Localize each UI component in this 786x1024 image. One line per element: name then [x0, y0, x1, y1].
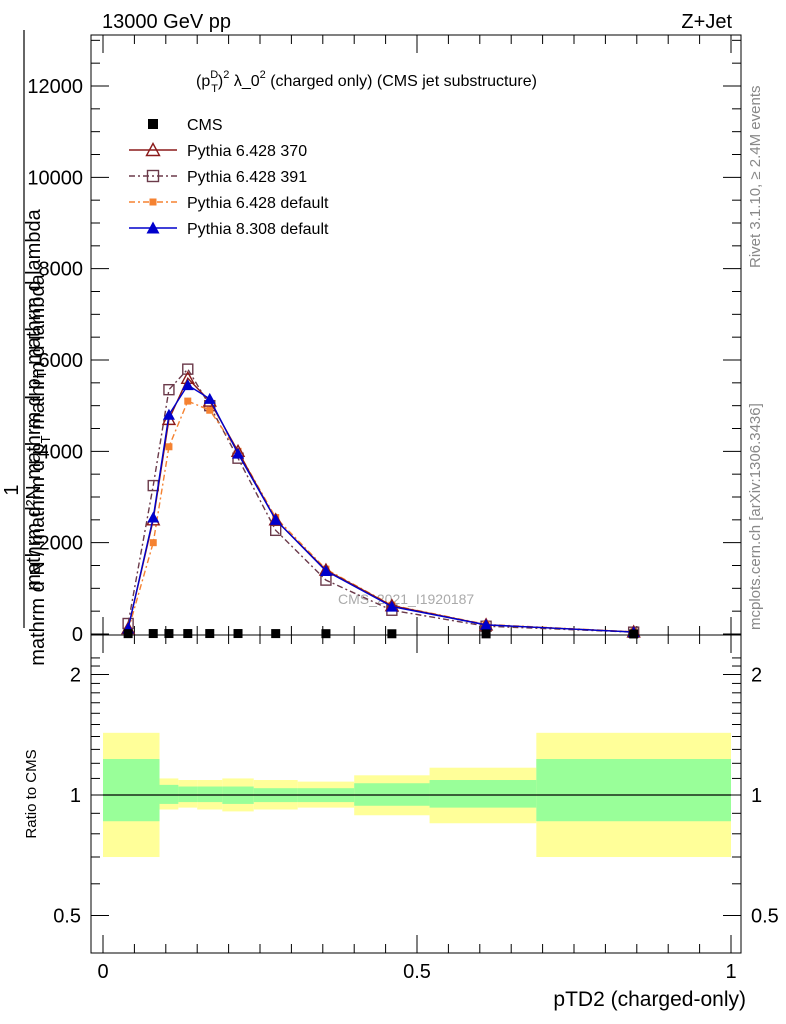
ratio-ytick-label: 0.5	[53, 906, 81, 928]
data-point	[269, 513, 282, 525]
data-point	[163, 383, 175, 396]
ratio-ytick-label: 2	[70, 665, 81, 687]
process-label: Z+Jet	[681, 11, 732, 33]
data-point	[181, 379, 194, 391]
main-ytick-label: 4000	[39, 441, 84, 463]
ratio-band-inner	[197, 786, 223, 803]
legend-marker	[149, 198, 157, 206]
data-point	[629, 629, 639, 639]
main-series-group	[120, 363, 641, 639]
data-point	[206, 406, 214, 414]
ratio-axes: 0.5 0.5 1 1 2 2 0 0.5 1	[53, 635, 779, 983]
legend-entry: Pythia 6.428 default	[129, 195, 329, 212]
main-ytick-label: 2000	[39, 533, 84, 555]
x-axis-label: pTD2 (charged-only)	[553, 988, 746, 1011]
x-tick-label: 0.5	[403, 961, 431, 983]
legend-marker	[146, 221, 160, 234]
data-point	[387, 629, 397, 639]
svg-text:mathrm d N / mathrm d pT mathr: mathrm d N / mathrm d pT mathrm d lambda	[27, 273, 53, 665]
data-point	[205, 629, 215, 639]
ratio-band-inner	[429, 780, 537, 808]
legend-marker	[146, 169, 160, 183]
analysis-watermark: CMS_2021_I1920187	[338, 591, 474, 607]
legend-label: CMS	[187, 117, 223, 134]
data-point	[183, 629, 193, 639]
legend-label: Pythia 8.308 default	[187, 221, 329, 238]
main-ytick-label: 6000	[39, 350, 84, 372]
data-point	[148, 629, 158, 639]
legend-entry: Pythia 8.308 default	[129, 221, 329, 238]
series-cms	[123, 629, 639, 639]
ratio-band-inner	[159, 784, 179, 804]
main-ylabel: mathrm d²N mathrm d pT mathrm d lambda 1…	[1, 30, 53, 666]
data-point	[147, 511, 160, 523]
data-point	[123, 629, 133, 639]
data-point	[203, 392, 216, 404]
legend-marker	[148, 119, 158, 129]
data-point	[233, 629, 243, 639]
data-point	[271, 629, 281, 639]
ratio-ytick-label: 1	[70, 785, 81, 807]
mcplots-label: mcplots.cern.ch [arXiv:1306.3436]	[747, 403, 764, 630]
data-point	[162, 408, 175, 420]
main-ytick-label: 8000	[39, 259, 84, 281]
main-ytick-label: 10000	[27, 167, 83, 189]
legend-entry: CMS	[148, 117, 223, 134]
legend-entry: Pythia 6.428 391	[129, 169, 307, 186]
legend-entry: Pythia 6.428 370	[129, 142, 307, 160]
data-point	[184, 397, 192, 405]
ratio-ytick-label-right: 0.5	[751, 906, 779, 928]
energy-label: 13000 GeV pp	[102, 11, 231, 33]
ratio-band-inner	[178, 786, 198, 803]
data-point	[385, 600, 398, 612]
legend-label: Pythia 6.428 391	[187, 169, 307, 186]
svg-text:mathrm d²N mathrm d pT mathrm: mathrm d²N mathrm d pT mathrm d lambda	[23, 208, 49, 590]
ratio-ytick-label-right: 1	[751, 785, 762, 807]
legend-marker	[145, 142, 161, 157]
ratio-band-inner	[536, 759, 731, 822]
svg-text:1: 1	[1, 484, 23, 495]
main-axes: 0 2000 4000 6000 8000 10000 12000	[27, 35, 741, 646]
ratio-plot-frame	[90, 634, 742, 954]
data-point	[164, 629, 174, 639]
rivet-label: Rivet 3.1.10, ≥ 2.4M events	[747, 86, 764, 269]
x-tick-label: 0	[97, 961, 108, 983]
main-title: (pD T)2 λ_02 (charged only) (CMS jet subs…	[196, 69, 537, 95]
main-ytick-label: 0	[72, 624, 83, 646]
main-ytick-label: 12000	[27, 76, 83, 98]
ratio-bands	[103, 732, 731, 858]
data-point	[319, 564, 332, 576]
data-point	[321, 629, 331, 639]
ratio-ylabel: Ratio to CMS	[23, 749, 40, 838]
data-point	[481, 629, 491, 639]
data-point	[182, 363, 194, 375]
legend-label: Pythia 6.428 370	[187, 143, 307, 160]
ratio-ytick-label-right: 2	[751, 665, 762, 687]
data-point	[480, 618, 493, 630]
legend-label: Pythia 6.428 default	[187, 195, 329, 212]
data-point	[165, 443, 173, 451]
legend: CMS Pythia 6.428 370 Pythia 6.428 391 Pythi…	[129, 117, 329, 238]
x-tick-label: 1	[725, 961, 736, 983]
data-point	[232, 447, 245, 459]
ratio-band-inner	[103, 759, 160, 822]
data-point	[149, 539, 157, 547]
